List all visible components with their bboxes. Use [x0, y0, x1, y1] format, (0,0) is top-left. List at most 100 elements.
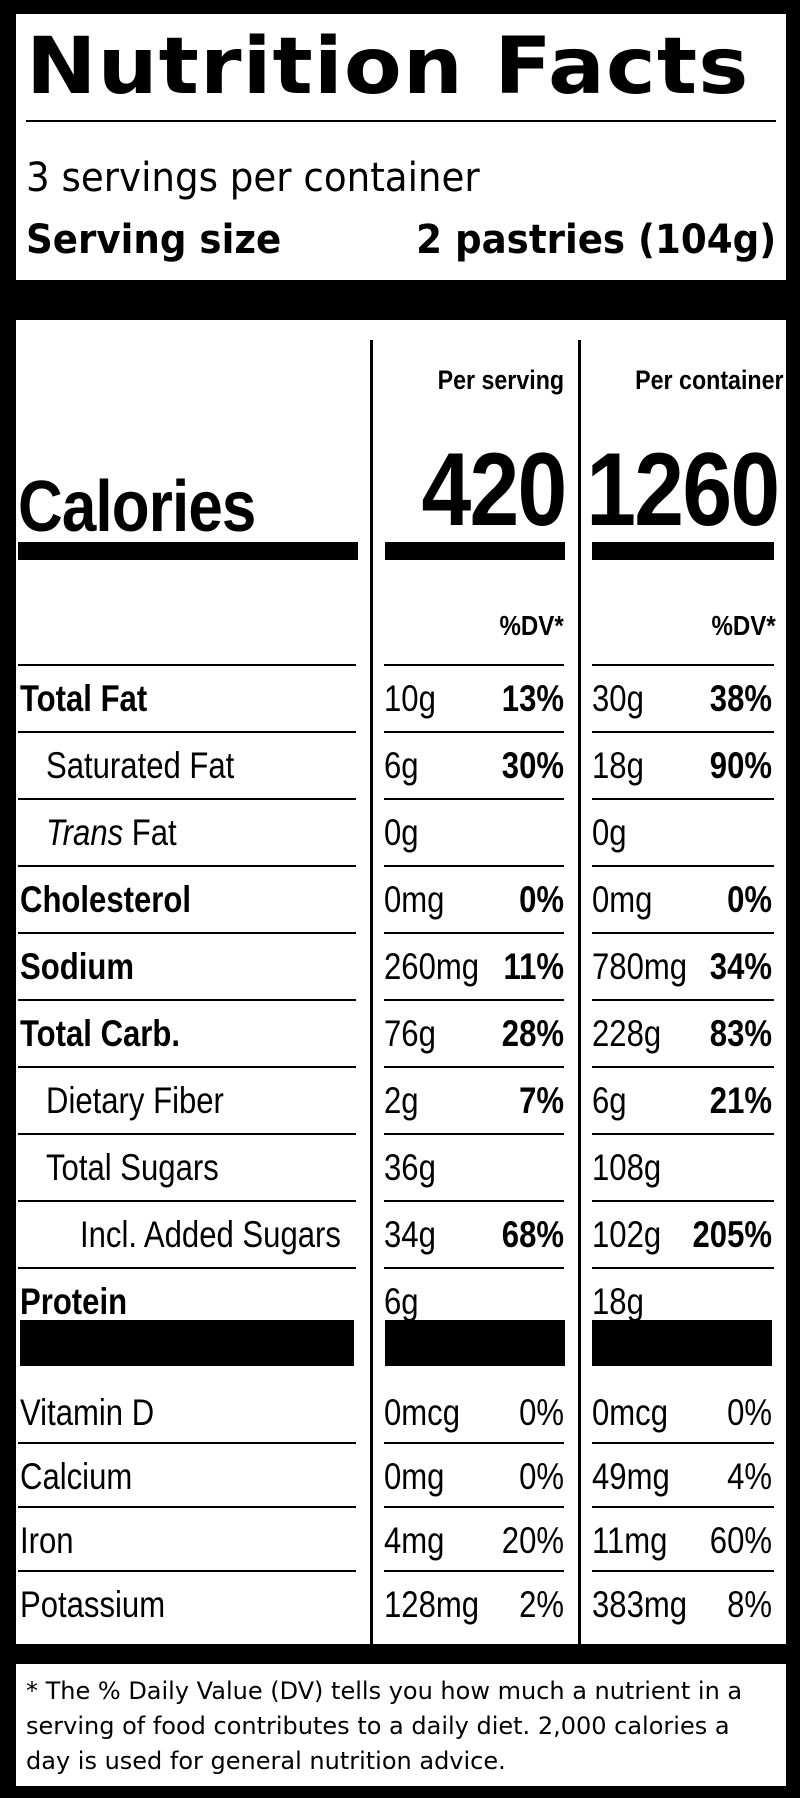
- row-rule-name: [18, 731, 356, 733]
- calories-bar-name: [18, 542, 358, 560]
- row-rule-serving: [384, 1267, 564, 1269]
- row-rule-serving: [384, 1066, 564, 1068]
- vitamin-row: Vitamin D 0mcg 0% 0mcg 0%: [16, 1380, 786, 1448]
- row-rule-container: [592, 1066, 774, 1068]
- row-rule-serving: [384, 1133, 564, 1135]
- vitamin-rule-serving: [384, 1570, 564, 1572]
- container-amount: 102g: [592, 1214, 662, 1255]
- nutrient-row: Saturated Fat 6g 30% 18g 90%: [16, 733, 786, 801]
- row-rule-name: [18, 1200, 356, 1202]
- container-dv: 0%: [727, 1392, 772, 1433]
- nutrient-row: Trans Fat 0g 0g: [16, 800, 786, 868]
- nutrient-name: Protein: [20, 1281, 128, 1322]
- container-amount: 49mg: [592, 1456, 670, 1497]
- serving-dv: 30%: [501, 745, 564, 786]
- serving-dv: 0%: [519, 879, 564, 920]
- serving-amount: 76g: [384, 1013, 436, 1054]
- row-rule-serving: [384, 865, 564, 867]
- row-rule-name: [18, 932, 356, 934]
- nutrient-name: Dietary Fiber: [46, 1080, 224, 1121]
- vitamin-separator-serving: [385, 1320, 565, 1366]
- column-divider-left: [370, 340, 373, 1646]
- container-dv: 8%: [727, 1584, 772, 1625]
- vitamin-row: Iron 4mg 20% 11mg 60%: [16, 1508, 786, 1576]
- serving-dv: 13%: [501, 678, 564, 719]
- vitamin-rule-container: [592, 1570, 774, 1572]
- serving-amount: 260mg: [384, 946, 480, 987]
- container-dv: 4%: [727, 1456, 772, 1497]
- row-rule-serving: [384, 1200, 564, 1202]
- row-rule-serving: [384, 999, 564, 1001]
- serving-amount: 0g: [384, 812, 419, 853]
- serving-amount: 0mcg: [384, 1392, 461, 1433]
- container-amount: 383mg: [592, 1584, 688, 1625]
- nutrient-row: Dietary Fiber 2g 7% 6g 21%: [16, 1068, 786, 1136]
- nutrient-row: Total Sugars 36g 108g: [16, 1135, 786, 1203]
- row-rule-container: [592, 999, 774, 1001]
- row-rule-container: [592, 664, 774, 666]
- row-rule-name: [18, 798, 356, 800]
- serving-dv: 0%: [519, 1392, 564, 1433]
- row-rule-container: [592, 865, 774, 867]
- nutrient-row: Total Carb. 76g 28% 228g 83%: [16, 1001, 786, 1069]
- container-amount: 228g: [592, 1013, 662, 1054]
- container-amount: 0mg: [592, 879, 653, 920]
- vitamin-rule-container: [592, 1442, 774, 1444]
- vitamin-name: Vitamin D: [20, 1392, 155, 1433]
- vitamin-name: Calcium: [20, 1456, 133, 1497]
- calories-bar-container: [592, 542, 774, 560]
- serving-amount: 0mg: [384, 879, 445, 920]
- vitamin-rule-name: [18, 1506, 356, 1508]
- container-dv: 83%: [709, 1013, 772, 1054]
- container-amount: 0mcg: [592, 1392, 669, 1433]
- vitamin-row: Potassium 128mg 2% 383mg 8%: [16, 1572, 786, 1640]
- row-rule-name: [18, 999, 356, 1001]
- vitamin-rule-container: [592, 1506, 774, 1508]
- row-rule-container: [592, 1267, 774, 1269]
- row-rule-serving: [384, 731, 564, 733]
- container-amount: 0g: [592, 812, 627, 853]
- row-rule-name: [18, 1133, 356, 1135]
- serving-amount: 4mg: [384, 1520, 445, 1561]
- serving-amount: 0mg: [384, 1456, 445, 1497]
- container-dv: 90%: [709, 745, 772, 786]
- nutrient-row: Sodium 260mg 11% 780mg 34%: [16, 934, 786, 1002]
- vitamin-name: Potassium: [20, 1584, 166, 1625]
- container-dv: 38%: [709, 678, 772, 719]
- dv-header-container: %DV*: [711, 610, 776, 641]
- nutrition-facts-panel: Nutrition Facts 3 servings per container…: [16, 14, 786, 1786]
- title-rule: [26, 120, 776, 122]
- serving-size-label: Serving size: [26, 217, 282, 263]
- row-rule-container: [592, 932, 774, 934]
- thick-separator-top: [16, 280, 786, 320]
- serving-dv: 0%: [519, 1456, 564, 1497]
- serving-amount: 6g: [384, 1281, 419, 1322]
- serving-dv: 20%: [501, 1520, 564, 1561]
- serving-dv: 7%: [519, 1080, 564, 1121]
- container-amount: 30g: [592, 678, 644, 719]
- row-rule-name: [18, 1066, 356, 1068]
- serving-dv: 11%: [503, 946, 564, 987]
- serving-dv: 28%: [501, 1013, 564, 1054]
- vitamin-separator-name: [20, 1320, 354, 1366]
- nutrient-name: Incl. Added Sugars: [80, 1214, 341, 1255]
- serving-amount: 2g: [384, 1080, 419, 1121]
- container-amount: 11mg: [592, 1520, 668, 1561]
- row-rule-container: [592, 731, 774, 733]
- row-rule-name: [18, 865, 356, 867]
- nutrient-name: Saturated Fat: [46, 745, 235, 786]
- per-serving-header: Per serving: [437, 365, 564, 395]
- container-amount: 6g: [592, 1080, 627, 1121]
- serving-size-row: Serving size 2 pastries (104g): [26, 212, 776, 268]
- nutrient-name-italic: Trans: [46, 812, 124, 853]
- container-amount: 18g: [592, 1281, 644, 1322]
- calories-per-container: 1260: [585, 432, 780, 548]
- row-rule-name: [18, 664, 356, 666]
- nutrient-row: Cholesterol 0mg 0% 0mg 0%: [16, 867, 786, 935]
- footnote: * The % Daily Value (DV) tells you how m…: [26, 1677, 743, 1775]
- container-dv: 205%: [692, 1214, 772, 1255]
- serving-dv: 2%: [519, 1584, 564, 1625]
- nutrient-row: Incl. Added Sugars 34g 68% 102g 205%: [16, 1202, 786, 1270]
- nutrient-row: Total Fat 10g 13% 30g 38%: [16, 666, 786, 734]
- nutrient-name: Total Carb.: [20, 1013, 181, 1054]
